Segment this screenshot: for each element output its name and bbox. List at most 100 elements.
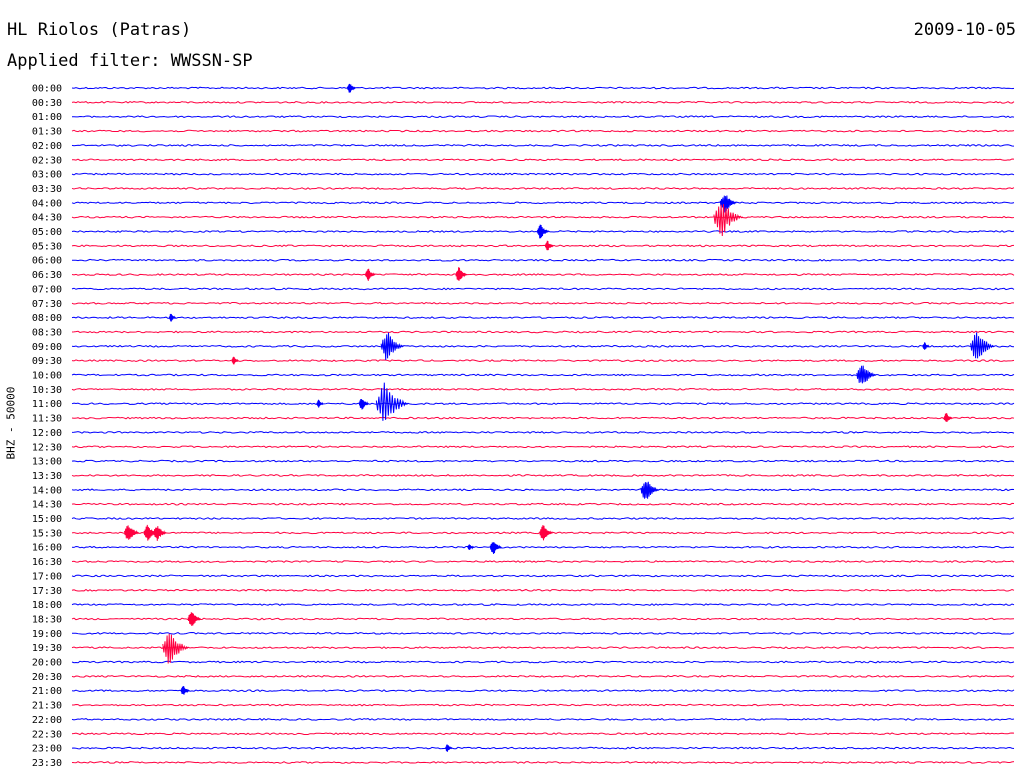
time-tick-label: 19:30 (32, 643, 62, 654)
event-spike (713, 204, 743, 237)
trace-line (71, 703, 1015, 707)
event-spike (922, 342, 930, 350)
event-spike (943, 413, 953, 422)
time-tick-label: 16:00 (32, 543, 62, 554)
time-tick-label: 07:30 (32, 299, 62, 310)
time-tick-label: 10:30 (32, 385, 62, 396)
trace-line (71, 416, 1015, 420)
time-tick-label: 18:00 (32, 600, 62, 611)
event-spike (489, 542, 502, 555)
trace-line (71, 201, 1015, 205)
event-spike (316, 399, 324, 408)
event-spike (536, 224, 549, 239)
event-spike (539, 525, 553, 541)
time-tick-label: 03:00 (32, 170, 62, 181)
trace-line (71, 316, 1015, 320)
time-tick-label: 20:00 (32, 658, 62, 669)
time-tick-label: 19:00 (32, 629, 62, 640)
time-tick-label: 14:00 (32, 485, 62, 496)
time-tick-label: 17:00 (32, 571, 62, 582)
trace-line (71, 144, 1015, 147)
time-tick-label: 04:00 (32, 198, 62, 209)
trace-line (71, 158, 1015, 162)
time-tick-label: 20:30 (32, 672, 62, 683)
time-tick-label: 16:30 (32, 557, 62, 568)
time-tick-label: 05:00 (32, 227, 62, 238)
time-tick-label: 00:00 (32, 84, 62, 95)
trace-line (71, 617, 1015, 621)
station-title: HL Riolos (Patras) (7, 20, 192, 40)
time-tick-label: 03:30 (32, 184, 62, 195)
time-tick-label: 17:30 (32, 586, 62, 597)
event-spike (467, 544, 474, 550)
event-spike (445, 744, 453, 752)
trace-line (71, 273, 1015, 276)
time-tick-label: 22:00 (32, 715, 62, 726)
trace-line (71, 445, 1015, 449)
filter-label: Applied filter: WWSSN-SP (7, 51, 253, 71)
trace-line (71, 287, 1015, 291)
time-tick-label: 15:30 (32, 528, 62, 539)
event-spike (365, 268, 376, 281)
trace-line (71, 86, 1015, 90)
event-spike (544, 240, 554, 251)
trace-line (71, 172, 1015, 176)
trace-line (71, 746, 1015, 750)
event-spike (455, 267, 468, 281)
trace-line (71, 646, 1015, 650)
time-tick-label: 11:30 (32, 414, 62, 425)
time-tick-label: 22:30 (32, 729, 62, 740)
time-tick-label: 18:30 (32, 614, 62, 625)
date-label: 2009-10-05 (913, 20, 1016, 40)
trace-line (71, 187, 1015, 190)
time-tick-label: 13:30 (32, 471, 62, 482)
time-tick-label: 01:00 (32, 112, 62, 123)
time-tick-label: 21:30 (32, 701, 62, 712)
trace-line (71, 588, 1015, 592)
trace-line (71, 603, 1015, 606)
trace-line (71, 732, 1015, 736)
time-tick-label: 15:00 (32, 514, 62, 525)
trace-line (71, 301, 1015, 305)
trace-line (71, 761, 1015, 764)
event-spike (153, 526, 167, 541)
time-tick-label: 02:00 (32, 141, 62, 152)
event-spike (162, 633, 189, 664)
trace-line (71, 344, 1015, 348)
trace-line (71, 517, 1015, 520)
time-tick-label: 00:30 (32, 98, 62, 109)
trace-line (71, 258, 1015, 262)
time-tick-label: 11:00 (32, 399, 62, 410)
time-tick-label: 07:00 (32, 284, 62, 295)
event-spike (180, 685, 190, 695)
trace-line (71, 689, 1015, 693)
trace-line (71, 330, 1015, 334)
event-spike (375, 382, 409, 421)
time-tick-label: 13:00 (32, 457, 62, 468)
time-tick-label: 23:30 (32, 758, 62, 769)
time-tick-label: 12:30 (32, 442, 62, 453)
trace-line (71, 100, 1015, 104)
event-spike (856, 365, 877, 384)
event-spike (719, 195, 737, 213)
time-tick-label: 09:30 (32, 356, 62, 367)
trace-line (71, 488, 1015, 492)
trace-line (71, 402, 1015, 406)
time-tick-label: 10:00 (32, 371, 62, 382)
trace-line (71, 359, 1015, 363)
trace-line (71, 502, 1015, 506)
time-tick-label: 06:30 (32, 270, 62, 281)
trace-line (71, 660, 1015, 664)
time-tick-label: 01:30 (32, 127, 62, 138)
time-tick-label: 05:30 (32, 241, 62, 252)
trace-line (71, 545, 1015, 549)
event-spike (168, 313, 176, 322)
trace-line (71, 115, 1015, 119)
time-tick-label: 14:30 (32, 500, 62, 511)
time-tick-label: 21:00 (32, 686, 62, 697)
trace-line (71, 474, 1015, 477)
time-tick-label: 12:00 (32, 428, 62, 439)
trace-line (71, 387, 1015, 391)
time-tick-label: 06:00 (32, 256, 62, 267)
